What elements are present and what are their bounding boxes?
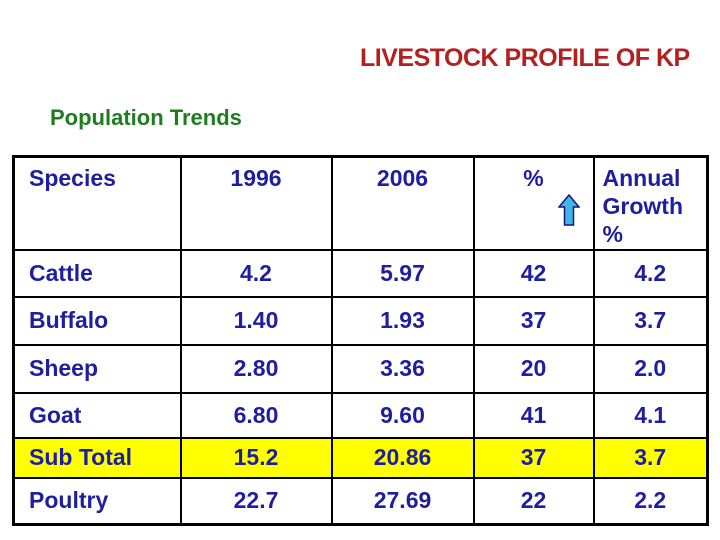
- header-species: Species: [12, 155, 182, 251]
- value-2006-cell: 1.93: [330, 295, 475, 346]
- species-cell: Buffalo: [12, 295, 182, 346]
- value-1996-cell: 22.7: [179, 476, 333, 526]
- value-2006-cell: 5.97: [330, 248, 475, 298]
- annual-growth-cell: 4.1: [592, 391, 709, 439]
- annual-growth-cell: 2.2: [592, 476, 709, 526]
- table-header-row: Species 1996 2006 % Annual Growth %: [12, 155, 709, 251]
- table-row-subtotal: Sub Total 15.2 20.86 37 3.7: [12, 436, 709, 479]
- value-2006-cell: 27.69: [330, 476, 475, 526]
- percent-cell: 42: [472, 248, 595, 298]
- table-row-goat: Goat 6.80 9.60 41 4.1: [12, 391, 709, 439]
- species-cell: Cattle: [12, 248, 182, 298]
- slide-title: LIVESTOCK PROFILE OF KP: [360, 44, 690, 72]
- species-cell: Sub Total: [12, 436, 182, 479]
- header-2006: 2006: [330, 155, 475, 251]
- table-row-sheep: Sheep 2.80 3.36 20 2.0: [12, 343, 709, 394]
- percent-cell: 41: [472, 391, 595, 439]
- header-1996: 1996: [179, 155, 333, 251]
- annual-growth-cell: 3.7: [592, 436, 709, 479]
- up-arrow-icon: [556, 193, 581, 226]
- population-trends-table: Species 1996 2006 % Annual Growth % Catt…: [12, 155, 709, 526]
- table-row-poultry: Poultry 22.7 27.69 22 2.2: [12, 476, 709, 526]
- annual-growth-cell: 4.2: [592, 248, 709, 298]
- value-2006-cell: 3.36: [330, 343, 475, 394]
- species-cell: Poultry: [12, 476, 182, 526]
- percent-cell: 20: [472, 343, 595, 394]
- annual-growth-cell: 2.0: [592, 343, 709, 394]
- species-cell: Sheep: [12, 343, 182, 394]
- section-subtitle: Population Trends: [50, 105, 242, 130]
- annual-growth-cell: 3.7: [592, 295, 709, 346]
- value-1996-cell: 4.2: [179, 248, 333, 298]
- value-1996-cell: 15.2: [179, 436, 333, 479]
- header-percent: %: [472, 155, 595, 251]
- table-row-cattle: Cattle 4.2 5.97 42 4.2: [12, 248, 709, 298]
- value-1996-cell: 6.80: [179, 391, 333, 439]
- header-annual-growth: Annual Growth %: [592, 155, 709, 251]
- percent-cell: 37: [472, 436, 595, 479]
- value-2006-cell: 20.86: [330, 436, 475, 479]
- species-cell: Goat: [12, 391, 182, 439]
- percent-cell: 22: [472, 476, 595, 526]
- value-1996-cell: 1.40: [179, 295, 333, 346]
- percent-cell: 37: [472, 295, 595, 346]
- value-1996-cell: 2.80: [179, 343, 333, 394]
- value-2006-cell: 9.60: [330, 391, 475, 439]
- table-row-buffalo: Buffalo 1.40 1.93 37 3.7: [12, 295, 709, 346]
- header-percent-label: %: [523, 165, 544, 191]
